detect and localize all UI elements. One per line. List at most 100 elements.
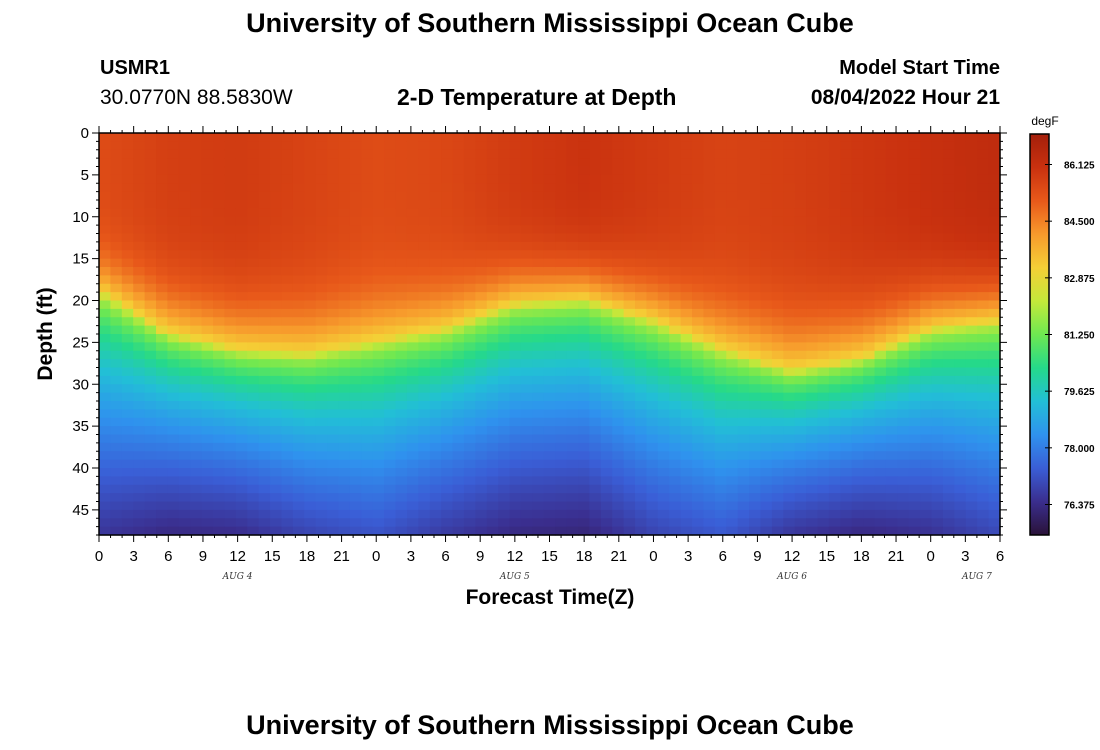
heatmap-cell — [908, 141, 921, 151]
heatmap-cell — [509, 493, 522, 503]
heatmap-cell — [99, 392, 112, 402]
heatmap-cell — [361, 275, 374, 285]
heatmap-cell — [783, 434, 796, 444]
heatmap-cell — [361, 174, 374, 184]
heatmap-cell — [178, 133, 191, 142]
heatmap-cell — [395, 325, 408, 335]
heatmap-cell — [566, 342, 579, 352]
heatmap-cell — [783, 233, 796, 243]
heatmap-cell — [156, 367, 169, 377]
heatmap-cell — [121, 401, 134, 410]
heatmap-cell — [657, 426, 670, 436]
heatmap-cell — [532, 392, 545, 402]
heatmap-cell — [486, 183, 499, 193]
heatmap-cell — [897, 342, 910, 352]
heatmap-cell — [224, 200, 237, 209]
heatmap-cell — [669, 518, 682, 528]
heatmap-cell — [806, 300, 819, 310]
colorbar-tick-label: 76.375 — [1064, 500, 1095, 511]
heatmap-cell — [646, 208, 659, 218]
heatmap-cell — [931, 350, 944, 360]
heatmap-cell — [692, 384, 705, 394]
heatmap-cell — [714, 451, 727, 461]
heatmap-cell — [623, 350, 636, 360]
heatmap-cell — [714, 426, 727, 436]
heatmap-cell — [418, 308, 431, 318]
heatmap-cell — [874, 317, 887, 327]
heatmap-cell — [965, 401, 978, 410]
heatmap-cell — [224, 325, 237, 335]
colorbar-tick-label: 81.250 — [1064, 331, 1095, 342]
heatmap-cell — [327, 158, 340, 168]
heatmap-cell — [908, 292, 921, 302]
heatmap-cell — [737, 258, 750, 268]
heatmap-cell — [931, 200, 944, 209]
heatmap-cell — [201, 283, 214, 293]
heatmap-cell — [965, 325, 978, 335]
heatmap-cell — [692, 225, 705, 235]
heatmap-cell — [589, 526, 602, 536]
heatmap-cell — [783, 250, 796, 260]
heatmap-cell — [635, 325, 648, 335]
heatmap-cell — [600, 434, 613, 444]
heatmap-cell — [897, 191, 910, 201]
heatmap-cell — [897, 384, 910, 394]
heatmap-cell — [920, 526, 933, 536]
heatmap-cell — [167, 518, 180, 528]
heatmap-cell — [828, 501, 841, 511]
heatmap-cell — [600, 342, 613, 352]
heatmap-cell — [954, 501, 967, 511]
heatmap-cell — [532, 200, 545, 209]
heatmap-cell — [703, 518, 716, 528]
y-tick-label: 35 — [72, 418, 89, 435]
heatmap-cell — [384, 434, 397, 444]
heatmap-cell — [121, 484, 134, 494]
heatmap-cell — [270, 392, 283, 402]
heatmap-cell — [418, 149, 431, 159]
heatmap-cell — [338, 501, 351, 511]
heatmap-cell — [110, 451, 123, 461]
heatmap-cell — [475, 133, 488, 142]
heatmap-cell — [463, 401, 476, 410]
heatmap-cell — [361, 401, 374, 410]
heatmap-cell — [692, 174, 705, 184]
heatmap-cell — [304, 275, 317, 285]
heatmap-cell — [156, 133, 169, 142]
heatmap-cell — [874, 509, 887, 519]
heatmap-cell — [874, 325, 887, 335]
heatmap-cell — [99, 208, 112, 218]
heatmap-cell — [692, 250, 705, 260]
heatmap-cell — [327, 509, 340, 519]
heatmap-cell — [703, 509, 716, 519]
heatmap-cell — [429, 359, 442, 369]
heatmap-cell — [475, 241, 488, 251]
heatmap-cell — [395, 183, 408, 193]
heatmap-cell — [258, 417, 271, 427]
heatmap-cell — [520, 417, 533, 427]
heatmap-cell — [589, 300, 602, 310]
heatmap-cell — [292, 334, 305, 343]
heatmap-cell — [498, 174, 511, 184]
heatmap-cell — [965, 417, 978, 427]
heatmap-cell — [281, 409, 294, 419]
heatmap-cell — [817, 375, 830, 385]
heatmap-cell — [452, 392, 465, 402]
heatmap-cell — [737, 300, 750, 310]
heatmap-cell — [657, 359, 670, 369]
heatmap-cell — [429, 174, 442, 184]
heatmap-cell — [486, 442, 499, 452]
heatmap-cell — [178, 375, 191, 385]
heatmap-cell — [99, 166, 112, 176]
heatmap-cell — [429, 208, 442, 218]
heatmap-cell — [942, 501, 955, 511]
heatmap-cell — [110, 359, 123, 369]
heatmap-cell — [669, 375, 682, 385]
heatmap-cell — [828, 283, 841, 293]
heatmap-cell — [543, 401, 556, 410]
x-tick-label: 9 — [753, 548, 761, 565]
heatmap-cell — [908, 334, 921, 343]
heatmap-cell — [475, 216, 488, 226]
heatmap-cell — [361, 208, 374, 218]
heatmap-cell — [520, 509, 533, 519]
heatmap-cell — [509, 468, 522, 477]
